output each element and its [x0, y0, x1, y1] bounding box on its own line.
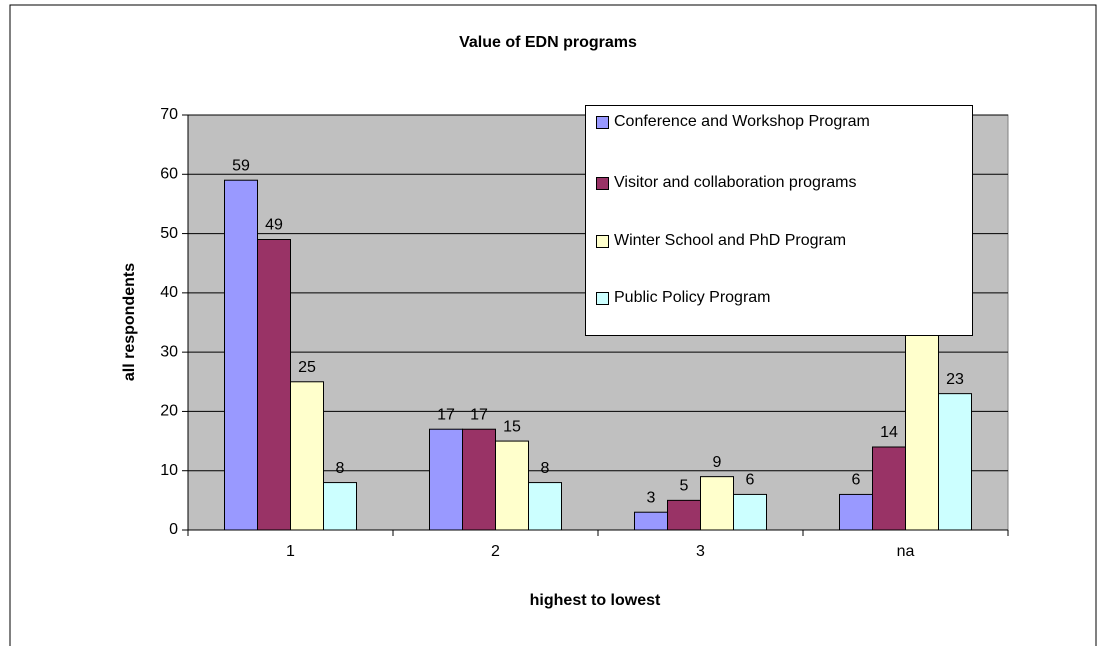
data-label: 3: [647, 489, 656, 506]
bar: [495, 440, 529, 531]
bar: [462, 428, 496, 531]
bar: [905, 310, 939, 531]
y-tick-label: 10: [160, 462, 178, 479]
legend: Conference and Workshop Program Visitor a…: [585, 105, 973, 336]
bar: [224, 179, 258, 531]
y-tick-label: 70: [160, 106, 178, 123]
bar: [872, 446, 906, 531]
data-label: 17: [437, 406, 455, 423]
legend-label: Public Policy Program: [614, 289, 771, 306]
x-tick-label: na: [897, 543, 915, 560]
data-label: 23: [946, 371, 964, 388]
data-label: 17: [470, 406, 488, 423]
chart-title: Value of EDN programs: [459, 34, 637, 51]
legend-entry: Conference and Workshop Program: [596, 111, 974, 133]
legend-entry: Visitor and collaboration programs: [596, 172, 974, 194]
y-tick-label: 50: [160, 225, 178, 242]
data-label: 25: [298, 359, 316, 376]
legend-entry: Winter School and PhD Program: [596, 230, 974, 252]
y-axis-label: all respondents: [121, 263, 138, 381]
bar: [839, 493, 873, 531]
data-label: 5: [680, 478, 689, 495]
bar: [667, 499, 701, 531]
legend-label: Visitor and collaboration programs: [614, 174, 857, 191]
data-label: 6: [852, 472, 861, 489]
legend-entry: Public Policy Program: [596, 287, 974, 309]
legend-label: Conference and Workshop Program: [614, 113, 870, 130]
data-label: 59: [232, 157, 250, 174]
data-label: 15: [503, 418, 521, 435]
data-label: 8: [541, 460, 550, 477]
legend-swatch: [596, 292, 609, 305]
legend-swatch: [596, 235, 609, 248]
bar: [528, 482, 562, 531]
bar: [938, 393, 972, 531]
y-tick-label: 20: [160, 403, 178, 420]
x-tick-label: 1: [286, 543, 295, 560]
data-label: 9: [713, 454, 722, 471]
y-tick-label: 40: [160, 284, 178, 301]
y-tick-label: 60: [160, 166, 178, 183]
bar: [257, 239, 291, 531]
y-tick-label: 30: [160, 343, 178, 360]
legend-swatch: [596, 177, 609, 190]
data-label: 8: [336, 460, 345, 477]
x-tick-label: 2: [491, 543, 500, 560]
x-axis-label: highest to lowest: [530, 592, 661, 609]
data-label: 14: [880, 424, 898, 441]
y-tick-label: 0: [169, 521, 178, 538]
legend-swatch: [596, 116, 609, 129]
data-label: 6: [746, 472, 755, 489]
bar: [290, 381, 324, 531]
bar: [733, 493, 767, 531]
bar: [429, 428, 463, 531]
bar: [634, 511, 668, 531]
legend-label: Winter School and PhD Program: [614, 232, 847, 249]
bar: [700, 476, 734, 531]
x-tick-label: 3: [696, 543, 705, 560]
bar: [323, 482, 357, 531]
data-label: 49: [265, 217, 283, 234]
